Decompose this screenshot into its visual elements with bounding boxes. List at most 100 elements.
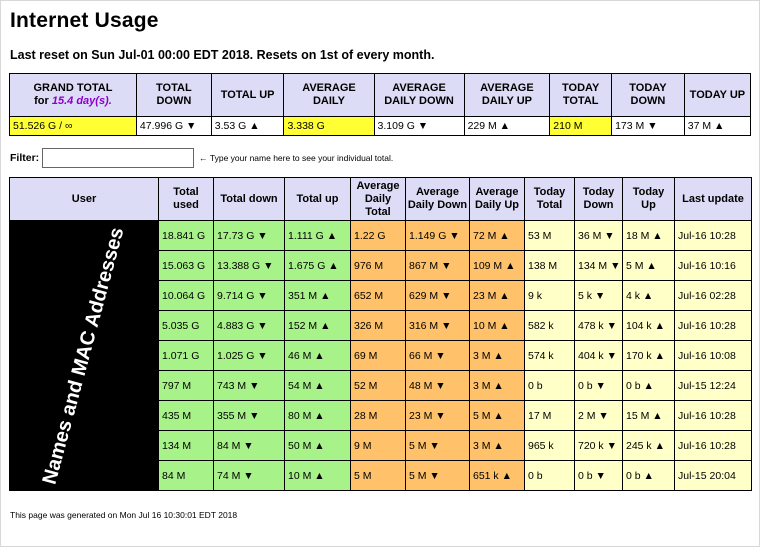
cell-today-total: 582 k <box>524 310 575 341</box>
cell-today-total: 574 k <box>524 340 575 371</box>
generated-footer: This page was generated on Mon Jul 16 10… <box>10 510 238 520</box>
cell-today-up: 170 k ▲ <box>622 340 675 371</box>
cell-today-total: 138 M <box>524 250 575 281</box>
header-today-up[interactable]: Today Up <box>622 177 675 221</box>
header-user[interactable]: User <box>9 177 159 221</box>
cell-avg-total: 326 M <box>350 310 406 341</box>
header-last-update[interactable]: Last update <box>674 177 752 221</box>
cell-avg-total: 976 M <box>350 250 406 281</box>
grand-total-label: GRAND TOTAL <box>33 82 113 94</box>
cell-today-down: 2 M ▼ <box>574 400 623 431</box>
filter-label: Filter: <box>10 152 40 164</box>
table-row: 1.071 G 1.025 G ▼ 46 M ▲ 69 M 66 M ▼ 3 M ▲ 574… <box>10 340 752 371</box>
value-today-up: 37 M ▲ <box>683 116 752 136</box>
value-total-up: 3.53 G ▲ <box>210 116 285 136</box>
header-today-down[interactable]: Today Down <box>574 177 623 221</box>
redacted-user-column: Names and MAC Addresses <box>9 220 159 491</box>
table-row: 15.063 G 13.388 G ▼ 1.675 G ▲ 976 M 867 M ▼ 1… <box>10 250 752 281</box>
cell-today-total: 9 k <box>524 280 575 311</box>
cell-total-down: 84 M ▼ <box>213 430 285 461</box>
cell-avg-up: 3 M ▲ <box>469 430 525 461</box>
redaction-label: Names and MAC Addresses <box>38 224 129 487</box>
cell-last-update: Jul-16 10:16 <box>674 250 752 281</box>
cell-today-down: 134 M ▼ <box>574 250 623 281</box>
cell-total-up: 1.675 G ▲ <box>284 250 351 281</box>
cell-total-down: 13.388 G ▼ <box>213 250 285 281</box>
cell-avg-up: 72 M ▲ <box>469 220 525 251</box>
cell-total-down: 1.025 G ▼ <box>213 340 285 371</box>
cell-total-used: 1.071 G <box>158 340 214 371</box>
header-today-down: TODAY DOWN <box>611 73 685 117</box>
table-row: 5.035 G 4.883 G ▼ 152 M ▲ 326 M 316 M ▼ 10 M … <box>10 310 752 341</box>
cell-last-update: Jul-16 10:28 <box>674 430 752 461</box>
summary-header-row: GRAND TOTAL for 15.4 day(s). TOTAL DOWN … <box>9 73 752 117</box>
cell-today-down: 0 b ▼ <box>574 460 623 491</box>
cell-total-down: 4.883 G ▼ <box>213 310 285 341</box>
cell-last-update: Jul-16 10:28 <box>674 400 752 431</box>
cell-today-total: 0 b <box>524 370 575 401</box>
cell-total-used: 18.841 G <box>158 220 214 251</box>
header-total-up[interactable]: Total up <box>284 177 351 221</box>
cell-total-up: 1.111 G ▲ <box>284 220 351 251</box>
header-average-daily-down: AVERAGE DAILY DOWN <box>373 73 465 117</box>
header-total-down: TOTAL DOWN <box>135 73 212 117</box>
cell-avg-up: 5 M ▲ <box>469 400 525 431</box>
value-grand-total: 51.526 G / ∞ <box>9 116 137 136</box>
header-average-daily-total[interactable]: Average Daily Total <box>350 177 406 221</box>
cell-today-down: 478 k ▼ <box>574 310 623 341</box>
cell-total-up: 46 M ▲ <box>284 340 351 371</box>
cell-today-total: 53 M <box>524 220 575 251</box>
cell-total-up: 351 M ▲ <box>284 280 351 311</box>
cell-avg-down: 867 M ▼ <box>405 250 470 281</box>
header-total-down[interactable]: Total down <box>213 177 285 221</box>
header-today-total[interactable]: Today Total <box>524 177 575 221</box>
cell-last-update: Jul-16 10:28 <box>674 310 752 341</box>
cell-avg-total: 28 M <box>350 400 406 431</box>
cell-today-up: 4 k ▲ <box>622 280 675 311</box>
reset-info: Last reset on Sun Jul-01 00:00 EDT 2018.… <box>10 48 435 62</box>
cell-today-up: 15 M ▲ <box>622 400 675 431</box>
cell-avg-up: 3 M ▲ <box>469 340 525 371</box>
header-total-used[interactable]: Total used <box>158 177 214 221</box>
cell-today-total: 0 b <box>524 460 575 491</box>
cell-total-down: 743 M ▼ <box>213 370 285 401</box>
filter-input[interactable] <box>42 148 195 168</box>
cell-last-update: Jul-15 12:24 <box>674 370 752 401</box>
cell-avg-down: 66 M ▼ <box>405 340 470 371</box>
user-name-fragment: one <box>119 346 137 357</box>
cell-avg-up: 23 M ▲ <box>469 280 525 311</box>
cell-today-up: 0 b ▲ <box>622 370 675 401</box>
header-average-daily-up[interactable]: Average Daily Up <box>469 177 525 221</box>
cell-total-used: 84 M <box>158 460 214 491</box>
cell-total-used: 15.063 G <box>158 250 214 281</box>
cell-total-used: 5.035 G <box>158 310 214 341</box>
cell-total-used: 435 M <box>158 400 214 431</box>
cell-avg-up: 109 M ▲ <box>469 250 525 281</box>
cell-today-total: 17 M <box>524 400 575 431</box>
cell-total-up: 54 M ▲ <box>284 370 351 401</box>
summary-table: GRAND TOTAL for 15.4 day(s). TOTAL DOWN … <box>9 73 752 136</box>
table-header-row: User Total used Total down Total up Aver… <box>9 177 752 221</box>
cell-today-down: 404 k ▼ <box>574 340 623 371</box>
cell-total-down: 9.714 G ▼ <box>213 280 285 311</box>
cell-avg-total: 9 M <box>350 430 406 461</box>
header-grand-total: GRAND TOTAL for 15.4 day(s). <box>9 73 137 117</box>
cell-total-used: 134 M <box>158 430 214 461</box>
value-average-daily: 3.338 G <box>283 116 375 136</box>
cell-last-update: Jul-16 10:28 <box>674 220 752 251</box>
cell-total-up: 80 M ▲ <box>284 400 351 431</box>
cell-today-up: 245 k ▲ <box>622 430 675 461</box>
cell-avg-down: 5 M ▼ <box>405 460 470 491</box>
cell-today-down: 5 k ▼ <box>574 280 623 311</box>
cell-avg-down: 316 M ▼ <box>405 310 470 341</box>
cell-last-update: Jul-16 10:08 <box>674 340 752 371</box>
table-row: Names and MAC Addresses 18.841 G 17.73 G ▼… <box>9 220 752 491</box>
value-total-down: 47.996 G ▼ <box>135 116 212 136</box>
cell-avg-down: 629 M ▼ <box>405 280 470 311</box>
cell-avg-total: 69 M <box>350 340 406 371</box>
header-average-daily-down[interactable]: Average Daily Down <box>405 177 470 221</box>
cell-total-down: 17.73 G ▼ <box>213 220 285 251</box>
cell-today-up: 18 M ▲ <box>622 220 675 251</box>
cell-avg-up: 651 k ▲ <box>469 460 525 491</box>
